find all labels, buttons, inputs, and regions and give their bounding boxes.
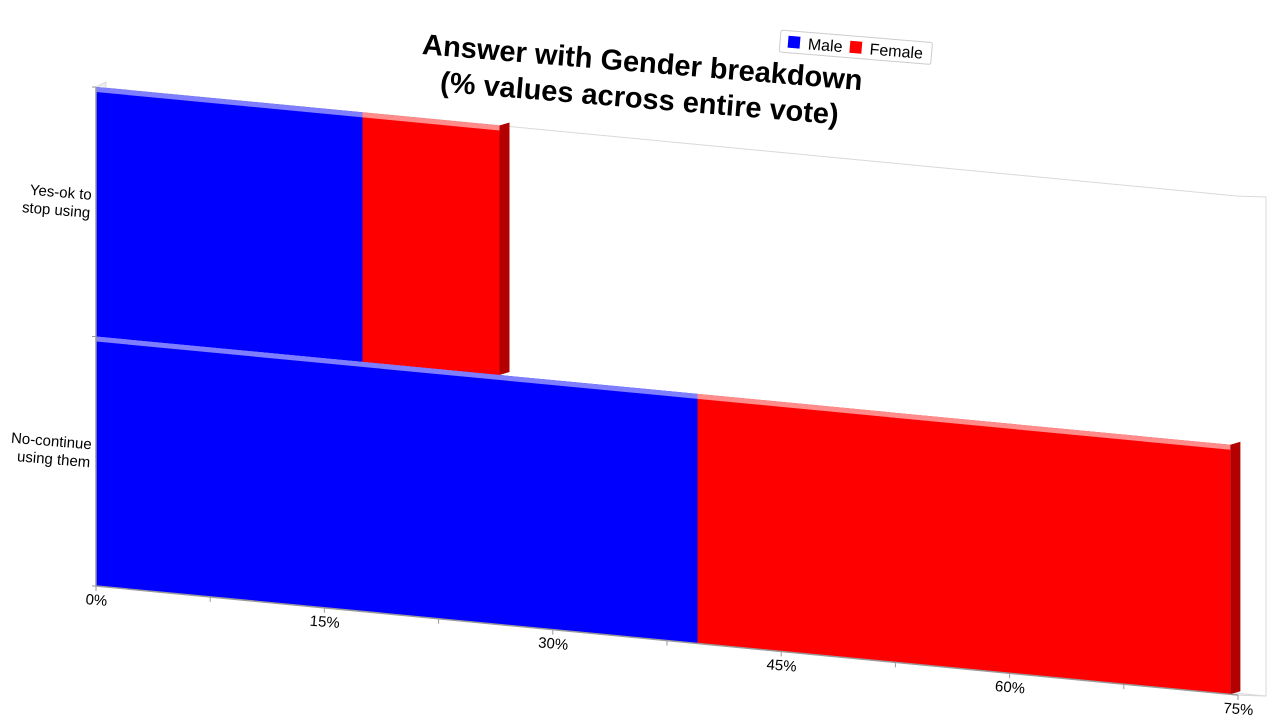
category-label-1-line-2: stop using [21,199,91,222]
x-tick-label-5: 60% [994,678,1025,697]
male-legend-label: Male [807,36,843,56]
bars-group [96,87,1241,695]
female-bar-2-top [697,393,1231,450]
male-bar-2 [96,336,698,644]
x-tick-label-6: 75% [1223,700,1254,719]
bar-end-side-2 [1230,441,1241,695]
male-legend-swatch [787,35,801,49]
legend: Male Female [778,29,933,65]
category-label-2: No-continueusing them [9,430,92,472]
female-bar-1 [362,112,500,376]
male-bar-1-top [96,87,363,118]
female-bar-1-top [362,112,500,131]
category-label-2-line-2: using them [16,448,91,471]
category-label-2-line-1: No-continue [10,430,92,454]
bar-end-side-1 [499,122,510,375]
x-tick-label-2: 15% [309,613,340,632]
male-bar-1 [96,87,363,362]
x-tick-label-1: 0% [85,591,108,610]
female-legend-swatch [849,40,863,54]
female-bar-2 [697,393,1231,695]
male-bar-2-top [96,336,698,399]
category-label-1-line-1: Yes-ok to [29,182,92,204]
category-label-1: Yes-ok tostop using [21,181,92,221]
female-legend-label: Female [869,41,924,62]
x-tick-label-4: 45% [766,656,797,675]
legend-box: Male Female [778,29,933,65]
axes-group: Yes-ok tostop using No-continueusing them… [9,86,1254,719]
x-tick-label-3: 30% [538,634,569,653]
